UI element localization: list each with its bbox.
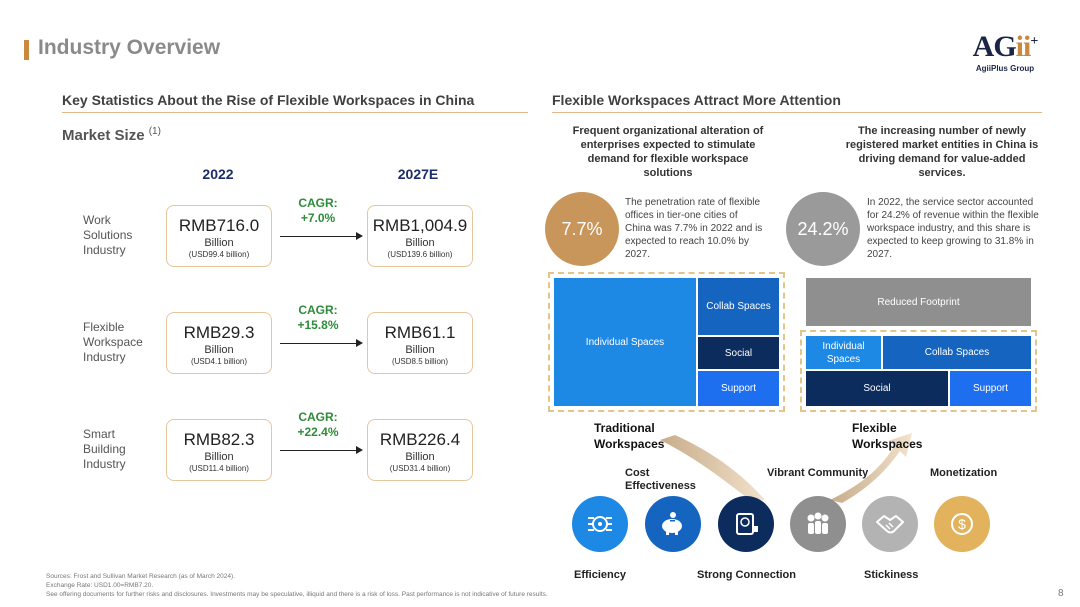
value-box-2027: RMB226.4 Billion (USD31.4 billion) (367, 419, 473, 481)
cagr-badge: CAGR: +15.8% (297, 303, 339, 332)
feature-cost-effectiveness: Cost Effectiveness (625, 467, 696, 492)
arrow-head-icon (356, 232, 363, 240)
tile-support: Support (698, 371, 779, 406)
page-title: Industry Overview (38, 36, 221, 59)
feature-vibrant-community: Vibrant Community (767, 467, 869, 479)
cagr-badge: CAGR: +7.0% (298, 196, 338, 225)
svg-text:$: $ (958, 516, 966, 532)
stat-description: In 2022, the service sector accounted fo… (867, 197, 1039, 260)
flexible-workspaces-label: Flexible Workspaces (852, 421, 923, 451)
efficiency-icon (572, 496, 628, 552)
feature-monetization: Monetization (930, 467, 998, 479)
flexible-frame (800, 330, 1037, 412)
cagr-badge: CAGR: +22.4% (297, 410, 339, 439)
year-to: 2027E (397, 166, 439, 182)
tile-collab-spaces: Collab Spaces (698, 278, 779, 335)
tile-support: Support (950, 371, 1031, 406)
feature-stickiness: Stickiness (864, 569, 919, 581)
value-box-2022: RMB82.3 Billion (USD11.4 billion) (166, 419, 272, 481)
tile-social: Social (806, 371, 948, 406)
column-heading-flexible: The increasing number of newly registere… (845, 125, 1039, 179)
stat-circle-penetration: 7.7% (545, 192, 619, 266)
company-logo: AGii+ AgiiPlus Group (972, 30, 1039, 74)
page-number: 8 (1058, 588, 1064, 599)
market-size-heading: Market Size (1) (62, 126, 161, 144)
arrow-head-icon (356, 446, 363, 454)
growth-arrow (280, 236, 358, 237)
traditional-frame (548, 272, 785, 412)
traditional-workspaces-label: Traditional Workspaces (594, 421, 665, 451)
connection-icon (718, 496, 774, 552)
industry-label: Work Solutions Industry (83, 213, 133, 257)
tile-social: Social (698, 337, 779, 369)
tile-individual-spaces: Individual Spaces (554, 278, 696, 406)
stat-description: The penetration rate of flexible offices… (625, 197, 763, 260)
value-box-2027: RMB61.1 Billion (USD8.5 billion) (367, 312, 473, 374)
value-box-2027: RMB1,004.9 Billion (USD139.6 billion) (367, 205, 473, 267)
value-box-2022: RMB29.3 Billion (USD4.1 billion) (166, 312, 272, 374)
community-icon (790, 496, 846, 552)
value-box-2022: RMB716.0 Billion (USD99.4 billion) (166, 205, 272, 267)
column-heading-traditional: Frequent organizational alteration of en… (572, 125, 764, 179)
tile-collab-spaces: Collab Spaces (883, 336, 1031, 369)
growth-arrow (280, 343, 358, 344)
arrow-head-icon (356, 339, 363, 347)
title-accent-bar (24, 40, 29, 60)
dollar-coin-icon: $ (934, 496, 990, 552)
industry-label: Flexible Workspace Industry (83, 320, 143, 364)
piggy-bank-icon (645, 496, 701, 552)
footnote: Sources: Frost and Sullivan Market Resea… (46, 573, 548, 598)
left-section-title: Key Statistics About the Rise of Flexibl… (62, 92, 528, 113)
industry-label: Smart Building Industry (83, 427, 126, 471)
handshake-icon (862, 496, 918, 552)
growth-arrow (280, 450, 358, 451)
year-from: 2022 (202, 166, 234, 182)
tile-reduced-footprint: Reduced Footprint (806, 278, 1031, 326)
right-section-title: Flexible Workspaces Attract More Attenti… (552, 92, 1042, 113)
transition-arc (660, 433, 912, 503)
tile-individual-spaces: Individual Spaces (806, 336, 881, 369)
feature-strong-connection: Strong Connection (697, 569, 796, 581)
feature-efficiency: Efficiency (574, 569, 626, 581)
stat-circle-service: 24.2% (786, 192, 860, 266)
